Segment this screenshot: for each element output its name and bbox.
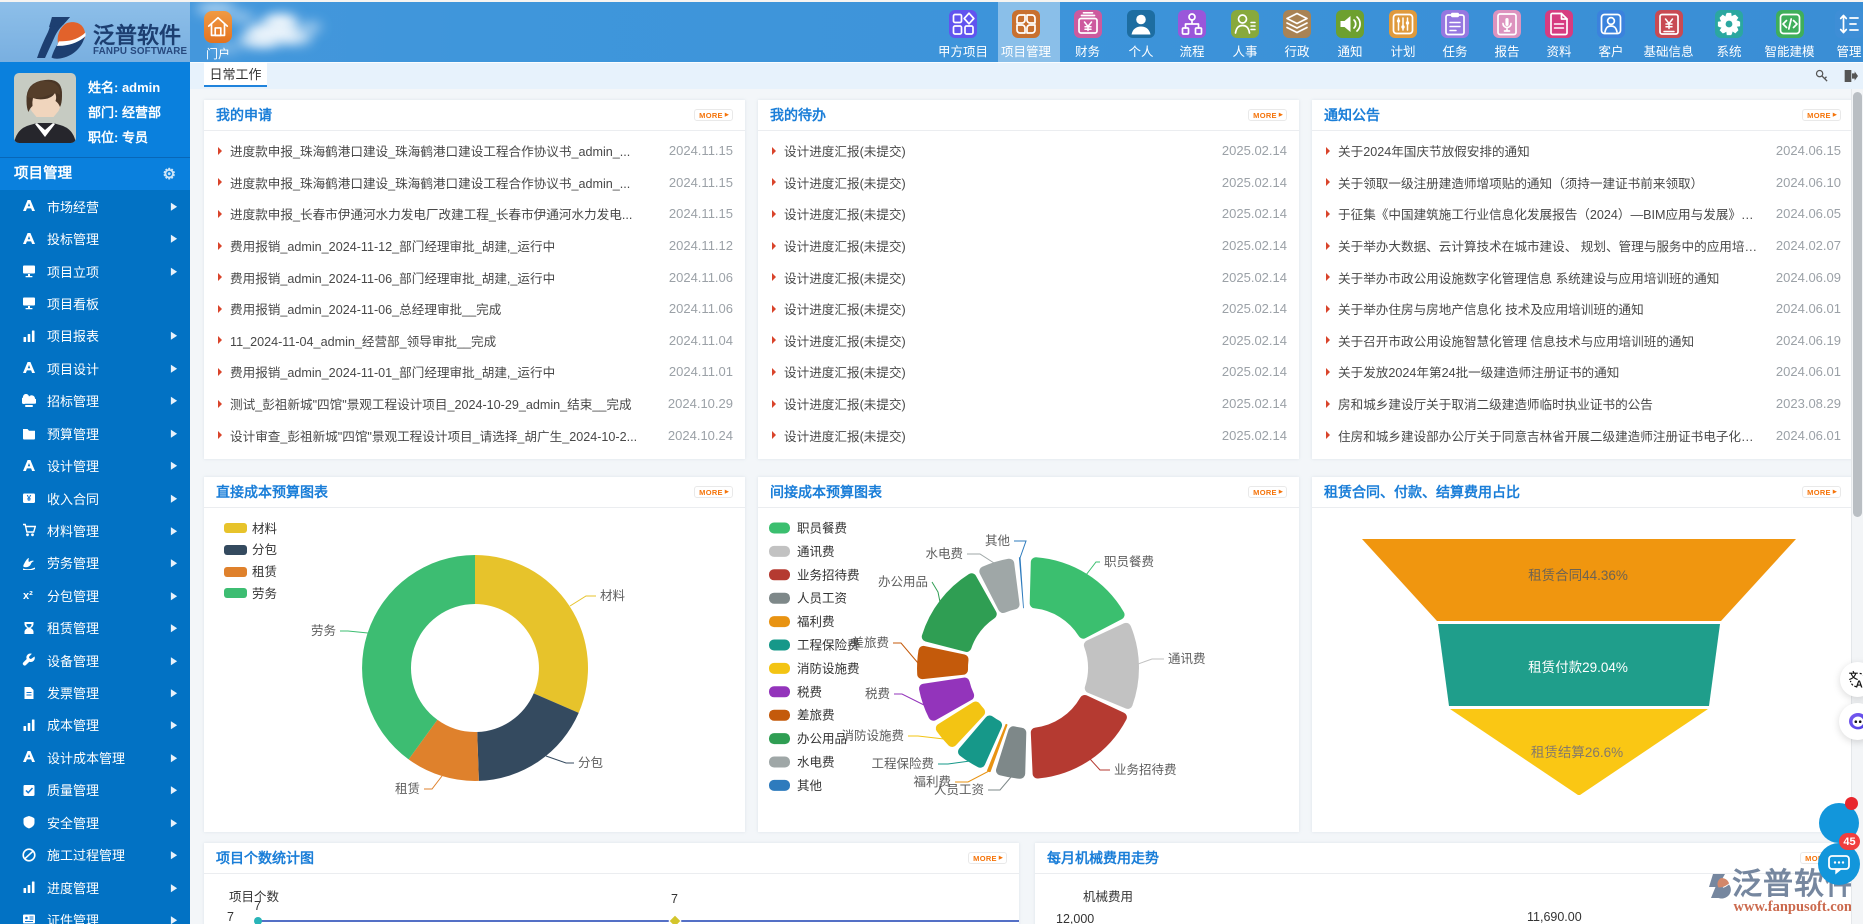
svg-text:租赁: 租赁 [252,565,277,579]
svg-text:税费: 税费 [865,687,890,701]
svg-text:其他: 其他 [797,779,823,793]
svg-text:12,000: 12,000 [1056,912,1094,924]
svg-text:租赁: 租赁 [395,782,420,796]
svg-text:租赁结算26.6%: 租赁结算26.6% [1531,745,1623,760]
svg-text:职员餐费: 职员餐费 [1104,554,1154,569]
svg-text:材料: 材料 [600,589,626,603]
svg-text:工程保险费: 工程保险费 [797,638,860,653]
svg-text:人员工资: 人员工资 [797,592,847,606]
svg-text:税费: 税费 [797,685,822,699]
svg-text:人员工资: 人员工资 [934,783,984,797]
svg-text:通讯费: 通讯费 [797,545,835,559]
svg-text:办公用品: 办公用品 [797,731,847,746]
svg-text:其他: 其他 [985,534,1011,548]
svg-text:水电费: 水电费 [925,547,963,561]
svg-text:福利费: 福利费 [913,774,951,789]
svg-text:差旅费: 差旅费 [851,636,889,650]
svg-text:材料: 材料 [252,522,278,536]
svg-text:机械费用: 机械费用 [1083,889,1133,904]
svg-text:¥: ¥ [27,494,32,503]
svg-text:业务招待费: 业务招待费 [797,567,860,582]
svg-text:分包: 分包 [252,543,277,557]
svg-text:消防设施费: 消防设施费 [841,728,904,743]
svg-text:7: 7 [671,892,678,906]
svg-text:11,690.00: 11,690.00 [1527,910,1582,924]
svg-text:文: 文 [1848,670,1858,681]
svg-text:7: 7 [254,899,261,913]
svg-text:消防设施费: 消防设施费 [797,661,860,676]
svg-text:工程保险费: 工程保险费 [871,756,934,771]
svg-text:福利费: 福利费 [797,614,835,629]
svg-text:分包: 分包 [578,756,603,770]
svg-text:项目个数: 项目个数 [229,889,280,904]
svg-text:办公用品: 办公用品 [878,574,928,589]
svg-text:水电费: 水电费 [797,756,835,770]
svg-text:业务招待费: 业务招待费 [1114,762,1177,777]
svg-text:劳务: 劳务 [311,623,336,638]
svg-text:7: 7 [227,910,234,924]
svg-text:职员餐费: 职员餐费 [797,521,847,536]
svg-text:x²: x² [23,590,33,602]
svg-text:A: A [1855,679,1862,690]
svg-text:劳务: 劳务 [252,586,277,601]
svg-text:租赁合同44.36%: 租赁合同44.36% [1528,568,1628,583]
svg-text:通讯费: 通讯费 [1168,652,1206,666]
svg-text:租赁付款29.04%: 租赁付款29.04% [1528,660,1628,675]
svg-text:差旅费: 差旅费 [797,709,835,723]
